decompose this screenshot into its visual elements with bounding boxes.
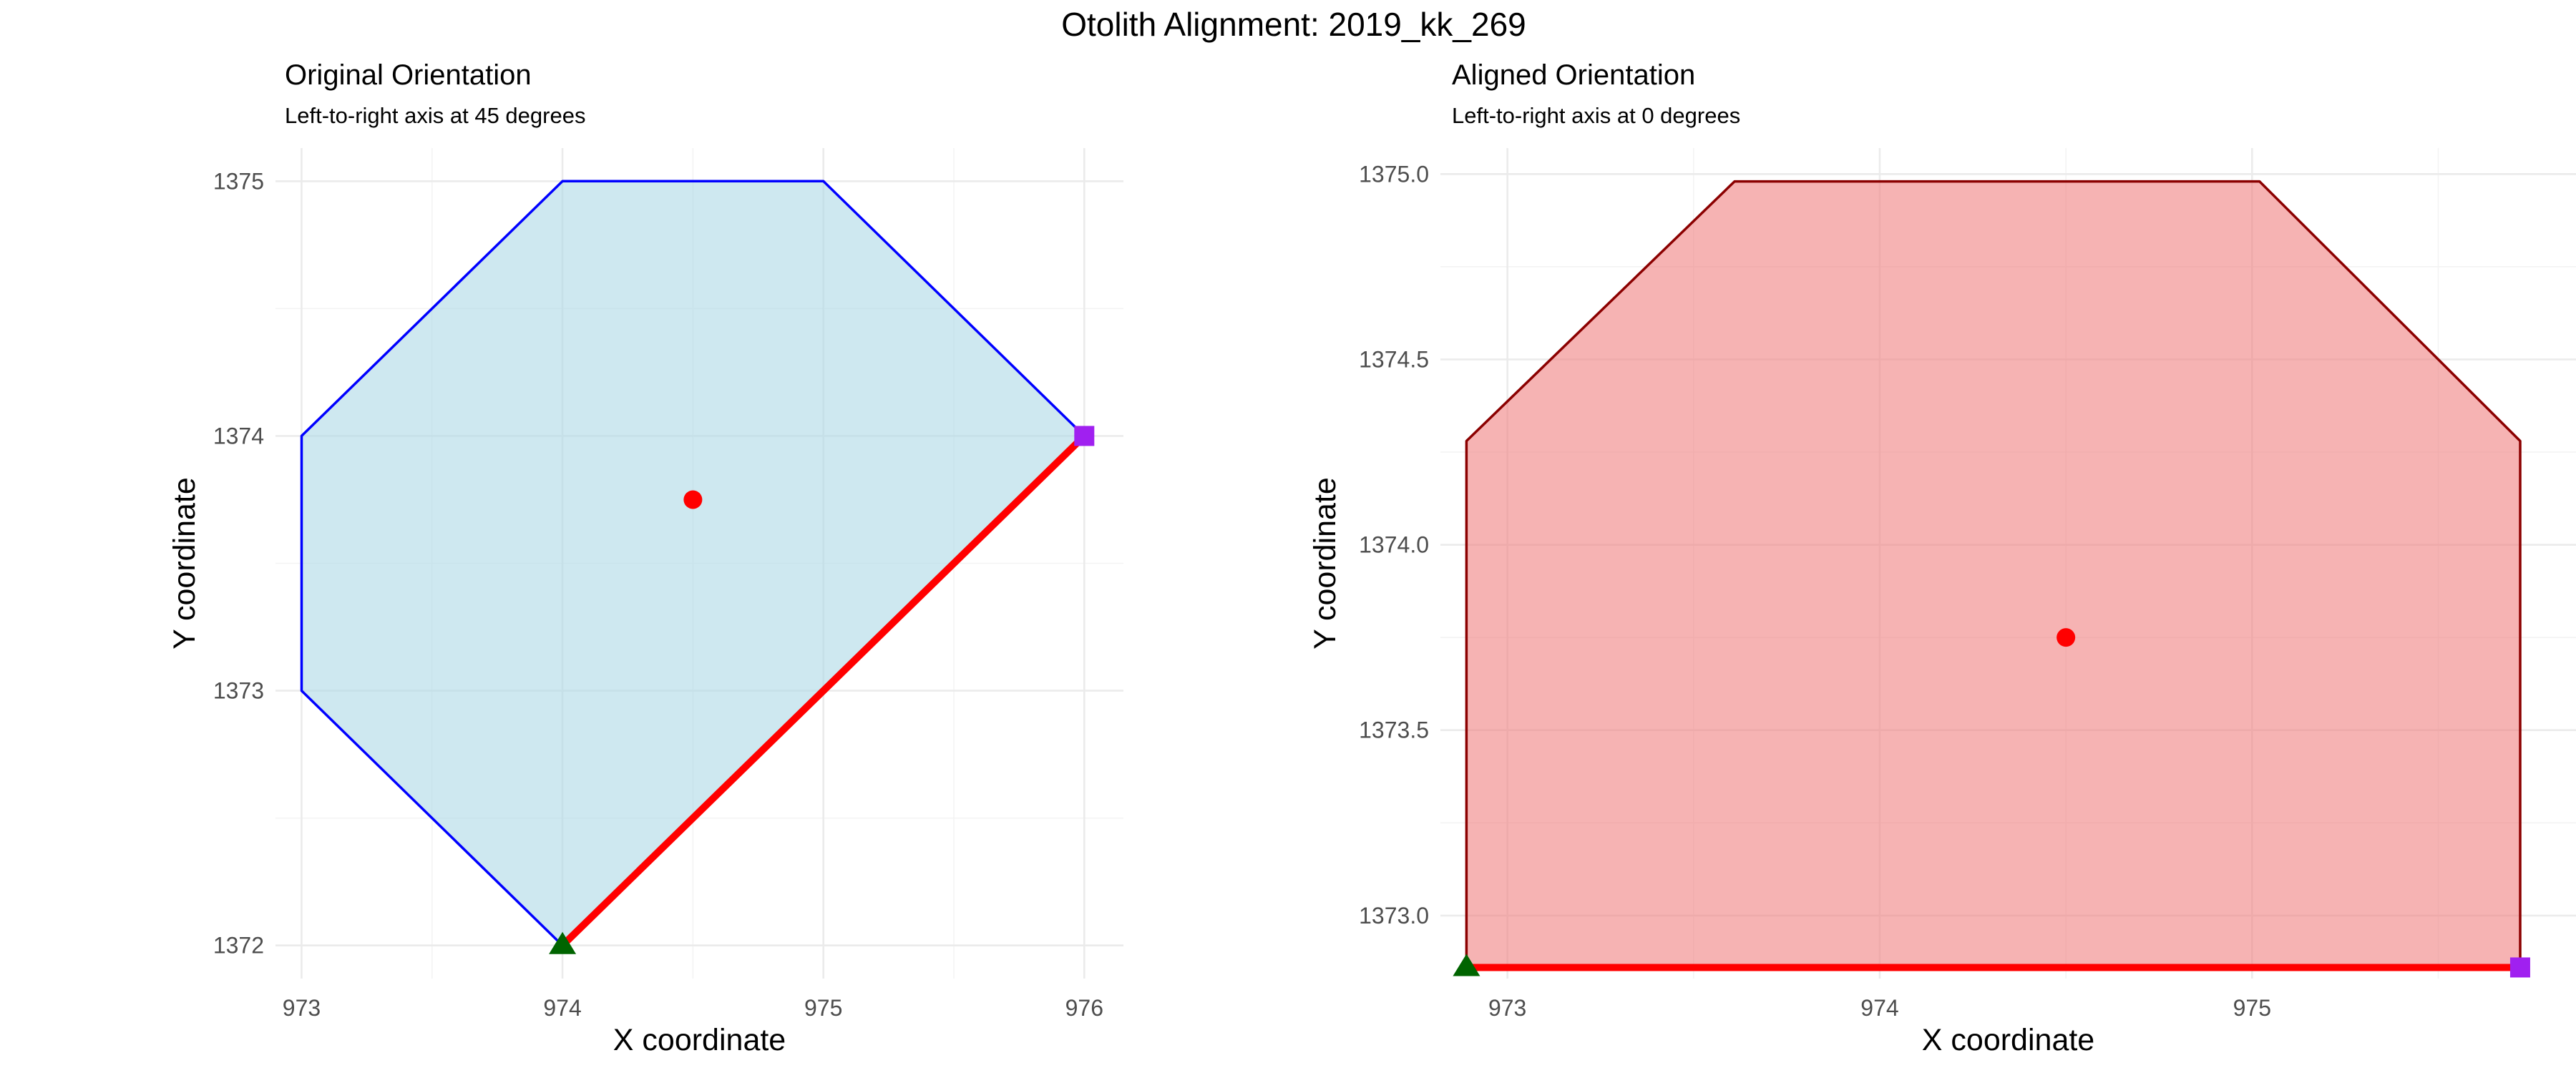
y-axis-label: Y coordinate <box>1308 477 1342 650</box>
right-point-square <box>1074 426 1095 446</box>
y-tick-label: 1372 <box>213 933 264 959</box>
left-point-triangle <box>549 931 577 954</box>
x-tick-label: 974 <box>543 995 581 1021</box>
panel-subtitle: Left-to-right axis at 45 degrees <box>285 103 585 128</box>
y-axis-label: Y coordinate <box>167 477 202 650</box>
left-point-triangle <box>1453 954 1480 976</box>
right-point-square <box>2509 957 2530 978</box>
x-tick-label: 973 <box>283 995 321 1021</box>
left-right-axis-line <box>560 433 1087 949</box>
x-tick-label: 975 <box>2233 995 2271 1021</box>
panel-aligned-orientation: Aligned Orientation Left-to-right axis at… <box>1308 59 2576 1057</box>
x-tick-label: 975 <box>804 995 842 1021</box>
x-axis-label: X coordinate <box>1922 1023 2094 1057</box>
centroid-point <box>2057 628 2076 647</box>
y-tick-label: 1374 <box>213 423 264 449</box>
panel-original-orientation: Original Orientation Left-to-right axis a… <box>167 59 1123 1057</box>
y-tick-label: 1373.5 <box>1359 717 1429 743</box>
panel-title: Aligned Orientation <box>1452 59 1695 91</box>
x-tick-label: 973 <box>1488 995 1526 1021</box>
panel-subtitle: Left-to-right axis at 0 degrees <box>1452 103 1740 128</box>
centroid-point <box>683 490 703 509</box>
x-axis-label: X coordinate <box>613 1023 786 1057</box>
y-tick-label: 1375.0 <box>1359 161 1429 187</box>
y-tick-label: 1374.0 <box>1359 532 1429 558</box>
x-tick-label: 976 <box>1065 995 1103 1021</box>
x-tick-label: 974 <box>1860 995 1898 1021</box>
y-tick-label: 1373 <box>213 678 264 704</box>
y-tick-label: 1374.5 <box>1359 346 1429 372</box>
y-tick-label: 1373.0 <box>1359 903 1429 929</box>
y-tick-label: 1375 <box>213 168 264 194</box>
figure-title: Otolith Alignment: 2019_kk_269 <box>1061 6 1526 43</box>
panel-title: Original Orientation <box>285 59 532 91</box>
otolith-outline <box>1465 180 2522 969</box>
